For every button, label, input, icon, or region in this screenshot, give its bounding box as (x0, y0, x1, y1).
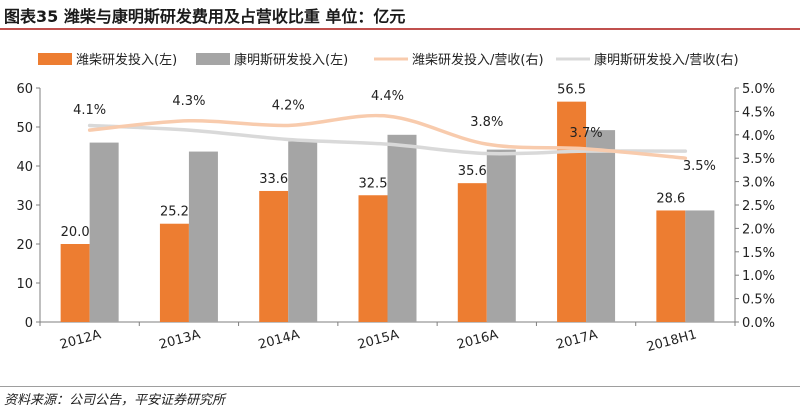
x-axis-tick-label: 2012A (58, 327, 103, 352)
weichai-bar (259, 190, 289, 322)
legend-item: 康明斯研发投入/营收(右) (556, 52, 739, 68)
weichai-ratio-label: 4.3% (172, 94, 205, 109)
left-axis-tick-label: 50 (16, 121, 33, 136)
x-axis-tick-label: 2017A (555, 327, 600, 352)
title-divider (0, 28, 800, 30)
left-axis-tick-label: 60 (16, 82, 33, 97)
legend-item: 潍柴研发投入(左) (38, 52, 177, 68)
weichai-bar (159, 223, 189, 322)
x-axis-tick-label: 2016A (455, 327, 500, 352)
weichai-bar (656, 210, 686, 322)
legend-label: 康明斯研发投入(左) (234, 52, 348, 68)
lines (87, 113, 688, 160)
legend: 潍柴研发投入(左) 康明斯研发投入(左) 潍柴研发投入/营收(右) 康明斯研发投入/营… (38, 52, 739, 68)
weichai-ratio-label: 3.5% (683, 159, 716, 174)
legend-label: 潍柴研发投入/营收(右) (412, 52, 544, 68)
source-note: 资料来源：公司公告，平安证券研究所 (4, 393, 226, 408)
weichai-bar-value-label: 35.6 (458, 164, 487, 179)
right-axis-tick-label: 4.5% (742, 105, 775, 120)
cummins-ratio-line (87, 123, 688, 156)
right-axis-tick-label: 3.0% (742, 176, 775, 191)
cummins-bar (188, 151, 218, 322)
weichai-ratio-label: 4.2% (272, 98, 305, 113)
legend-item: 潍柴研发投入/营收(右) (374, 52, 544, 68)
cummins-bar (89, 142, 119, 322)
right-axis-tick-label: 4.0% (742, 129, 775, 144)
x-axis-tick-label: 2013A (158, 327, 203, 352)
weichai-ratio-label: 3.7% (570, 126, 603, 141)
legend-swatch (196, 53, 230, 65)
left-axis-tick-label: 20 (16, 238, 33, 253)
right-axis-tick-label: 0.5% (742, 293, 775, 308)
cummins-bar (685, 210, 715, 322)
cummins-bar (486, 149, 516, 322)
right-axis-tick-label: 0.0% (742, 316, 775, 331)
left-axis-tick-label: 30 (16, 199, 33, 214)
cummins-bar (586, 130, 616, 322)
x-axis-tick-label: 2015A (356, 327, 401, 352)
weichai-ratio-label: 4.1% (73, 103, 106, 118)
weichai-bar (457, 183, 487, 322)
right-axis-tick-label: 5.0% (742, 82, 775, 97)
weichai-ratio-label: 4.4% (371, 89, 404, 104)
left-axis-tick-label: 0 (25, 316, 33, 331)
weichai-bar (358, 195, 388, 322)
title-bar: 图表35 潍柴与康明斯研发费用及占营收比重 单位：亿元 (0, 0, 800, 26)
weichai-bar (557, 101, 587, 323)
right-axis-tick-label: 2.0% (742, 222, 775, 237)
footer-divider (0, 386, 800, 387)
chart-title: 图表35 潍柴与康明斯研发费用及占营收比重 单位：亿元 (4, 7, 406, 26)
x-axis-tick-label: 2018H1 (645, 327, 698, 355)
legend-swatch (38, 53, 72, 65)
right-axis-tick-label: 1.5% (742, 246, 775, 261)
cummins-bar (387, 134, 417, 322)
weichai-bar-value-label: 56.5 (557, 83, 586, 98)
weichai-bar-value-label: 33.6 (259, 172, 288, 187)
bars (60, 101, 715, 323)
combo-chart: 潍柴研发投入(左) 康明斯研发投入(左) 潍柴研发投入/营收(右) 康明斯研发投入/营… (16, 52, 775, 355)
left-axis-tick-label: 10 (16, 277, 33, 292)
weichai-bar-value-label: 32.5 (359, 176, 388, 191)
cummins-bar (288, 141, 318, 322)
weichai-ratio-label: 3.8% (470, 115, 503, 130)
x-axis-tick-label: 2014A (257, 327, 302, 352)
weichai-bar-value-label: 28.6 (656, 191, 685, 206)
legend-item: 康明斯研发投入(左) (196, 52, 348, 68)
weichai-bar (60, 244, 90, 322)
right-axis-tick-label: 1.0% (742, 269, 775, 284)
data-labels: 20.0 25.2 33.6 32.5 35.6 56.5 28.6 4.1% 4.3% 4.2%… (61, 83, 716, 240)
legend-label: 康明斯研发投入/营收(右) (594, 52, 739, 68)
left-axis-tick-label: 40 (16, 160, 33, 175)
right-axis-tick-label: 2.5% (742, 199, 775, 214)
weichai-ratio-line (87, 113, 688, 160)
legend-label: 潍柴研发投入(左) (76, 52, 177, 68)
right-axis-tick-label: 3.5% (742, 152, 775, 167)
weichai-bar-value-label: 25.2 (160, 205, 189, 220)
weichai-bar-value-label: 20.0 (61, 225, 90, 240)
